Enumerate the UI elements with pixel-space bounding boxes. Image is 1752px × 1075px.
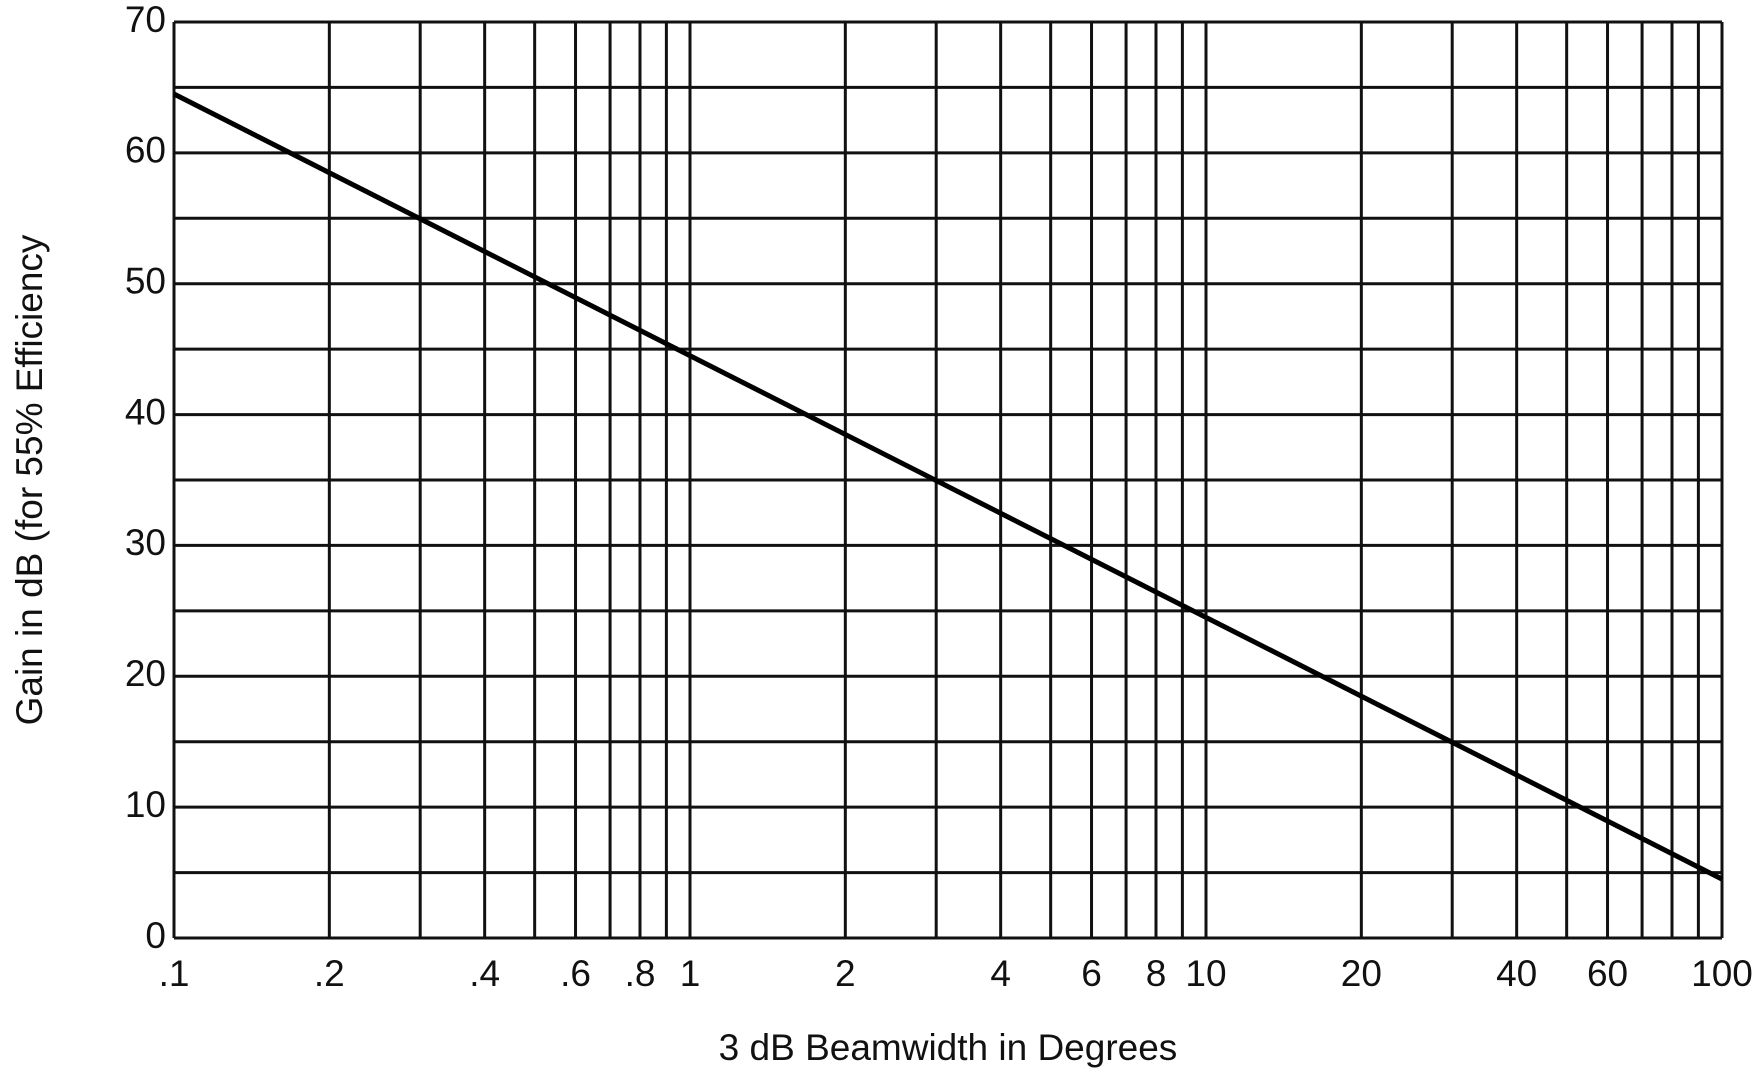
x-tick-label: .6 xyxy=(560,953,591,994)
x-tick-label: .1 xyxy=(159,953,190,994)
y-tick-label: 70 xyxy=(125,0,166,40)
y-tick-label: 20 xyxy=(125,653,166,694)
x-tick-label: 20 xyxy=(1341,953,1382,994)
y-tick-label: 30 xyxy=(125,522,166,563)
x-tick-label: 60 xyxy=(1587,953,1628,994)
x-tick-label: .8 xyxy=(625,953,656,994)
y-tick-label: 50 xyxy=(125,260,166,301)
x-tick-label: .4 xyxy=(469,953,500,994)
y-tick-label: 60 xyxy=(125,130,166,171)
y-tick-label: 40 xyxy=(125,391,166,432)
x-tick-label: 2 xyxy=(835,953,856,994)
y-tick-label: 10 xyxy=(125,784,166,825)
data-line xyxy=(172,91,1724,882)
x-tick-label: 4 xyxy=(990,953,1011,994)
x-axis-title: 3 dB Beamwidth in Degrees xyxy=(719,1027,1178,1068)
x-tick-label: 8 xyxy=(1146,953,1167,994)
y-tick-label: 0 xyxy=(145,915,166,956)
x-tick-label: 1 xyxy=(680,953,701,994)
x-tick-label: .2 xyxy=(314,953,345,994)
x-tick-label: 100 xyxy=(1691,953,1752,994)
x-tick-label: 6 xyxy=(1081,953,1102,994)
x-tick-label: 10 xyxy=(1185,953,1226,994)
x-tick-label: 40 xyxy=(1496,953,1537,994)
y-axis-title: Gain in dB (for 55% Efficiency xyxy=(9,234,50,725)
